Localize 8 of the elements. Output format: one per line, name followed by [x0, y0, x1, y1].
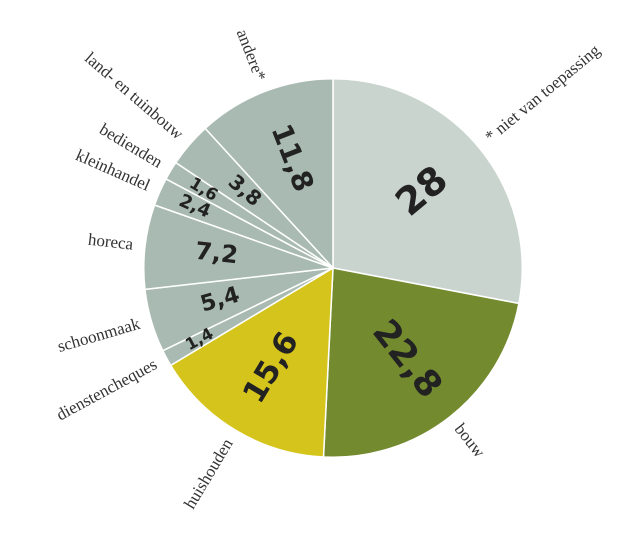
data-label: 11,8: [264, 119, 320, 196]
data-label: 1,4: [182, 324, 216, 354]
slice-label: andere*: [232, 26, 270, 84]
data-label: 3,8: [224, 169, 267, 212]
data-label: 28: [387, 157, 456, 225]
data-label: 7,2: [194, 236, 240, 270]
slice-label: horeca: [87, 230, 135, 254]
data-label: 5,4: [197, 282, 243, 318]
